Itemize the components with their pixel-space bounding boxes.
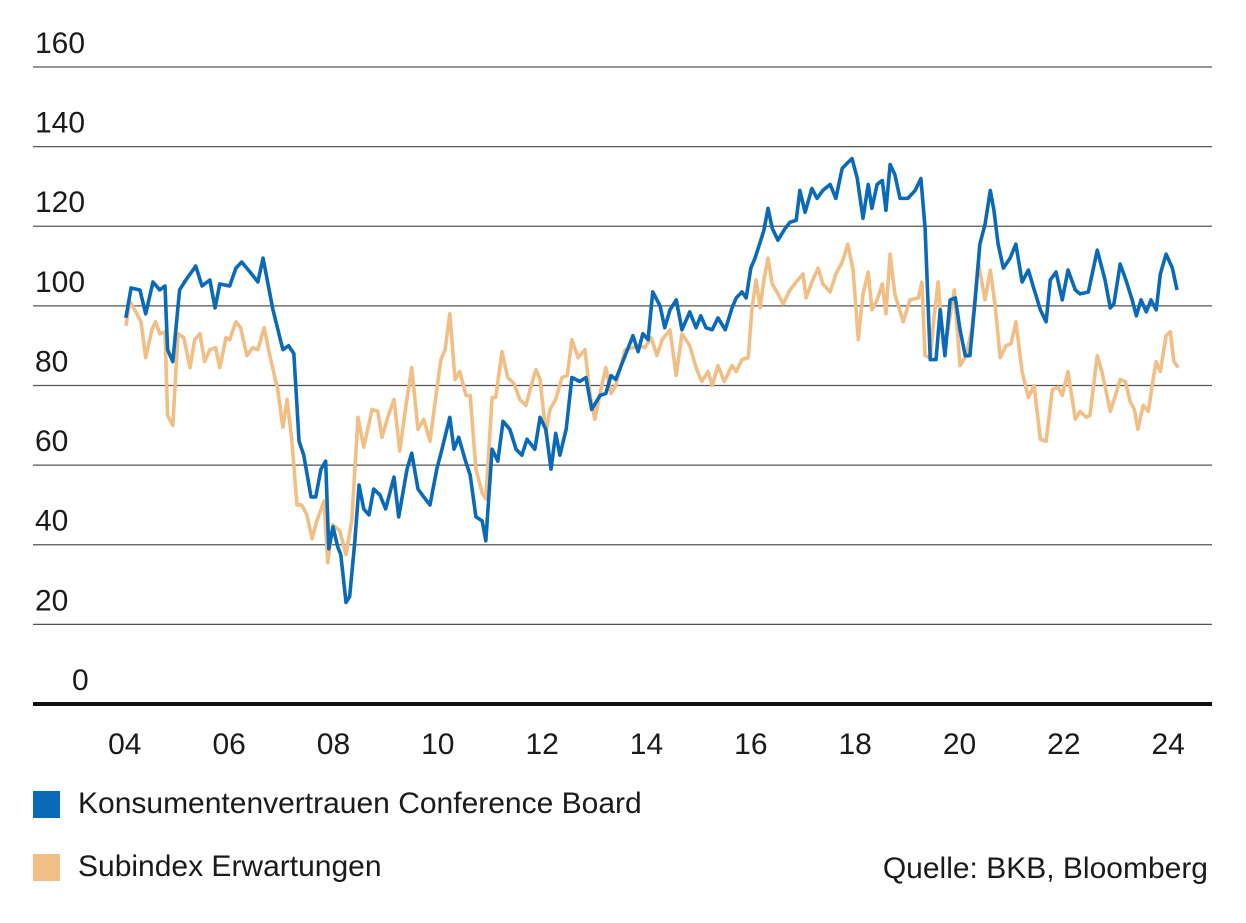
legend-label: Subindex Erwartungen (78, 850, 382, 883)
y-tick-label: 40 (35, 505, 68, 538)
x-tick-label: 04 (108, 728, 141, 761)
y-tick-label: 80 (35, 345, 68, 378)
legend-label: Konsumentenvertrauen Conference Board (78, 787, 642, 820)
series-line (124, 242, 1180, 565)
legend-swatch (33, 854, 60, 881)
x-tick-label: 14 (630, 728, 663, 761)
series-line (124, 156, 1179, 605)
x-tick-label: 22 (1047, 728, 1080, 761)
x-tick-label: 06 (212, 728, 245, 761)
y-tick-label: 100 (35, 266, 85, 299)
x-tick-label: 20 (943, 728, 976, 761)
x-tick-label: 24 (1151, 728, 1184, 761)
x-tick-label: 18 (838, 728, 871, 761)
y-tick-label: 120 (35, 186, 85, 219)
y-tick-label: 20 (35, 584, 68, 617)
y-tick-label: 60 (35, 425, 68, 458)
source: Quelle: BKB, Bloomberg (883, 852, 1208, 885)
x-tick-label: 12 (525, 728, 558, 761)
y-tick-label: 140 (35, 107, 85, 140)
x-tick-label: 10 (421, 728, 454, 761)
y-tick-label: 0 (72, 664, 89, 697)
legend-swatch (33, 791, 60, 818)
y-tick-label: 160 (35, 27, 85, 60)
x-tick-label: 16 (734, 728, 767, 761)
x-tick-label: 08 (317, 728, 350, 761)
